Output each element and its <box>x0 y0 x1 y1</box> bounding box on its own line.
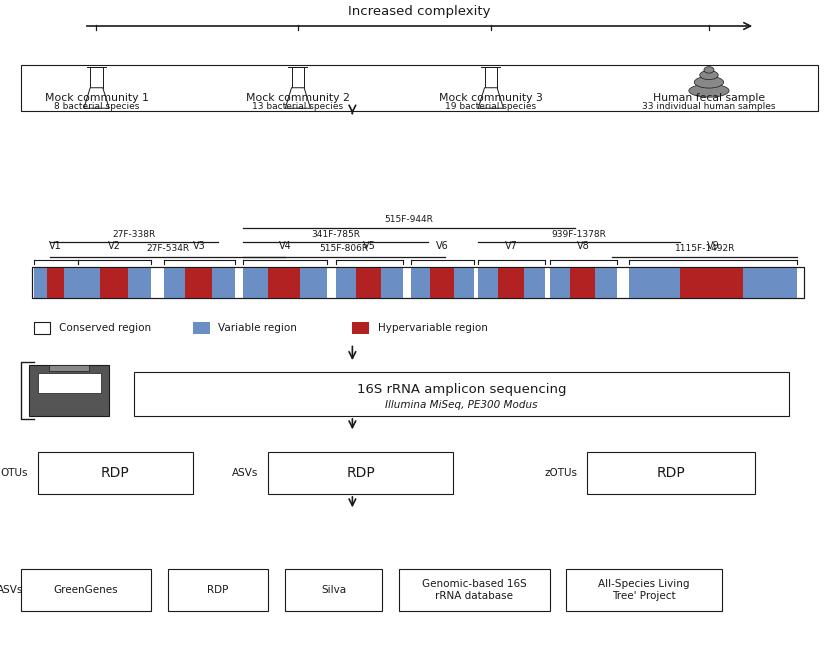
Text: RDP: RDP <box>347 466 375 480</box>
Bar <box>32 266 804 298</box>
Text: zOTUs: zOTUs <box>545 468 577 478</box>
Bar <box>524 266 545 298</box>
Bar <box>743 266 797 298</box>
Bar <box>680 266 743 298</box>
Polygon shape <box>485 67 497 88</box>
Text: Silva: Silva <box>321 585 346 595</box>
Text: Mock community 3: Mock community 3 <box>439 93 543 103</box>
Polygon shape <box>478 88 503 108</box>
Text: V7: V7 <box>505 241 519 251</box>
Text: V6: V6 <box>436 241 449 251</box>
Bar <box>498 266 524 298</box>
Text: All-Species Living
Tree' Project: All-Species Living Tree' Project <box>598 579 690 601</box>
Bar <box>478 266 498 298</box>
Text: 939F-1378R: 939F-1378R <box>551 229 607 239</box>
Text: RDP: RDP <box>101 466 130 480</box>
Bar <box>38 452 193 494</box>
Polygon shape <box>291 67 304 88</box>
Text: V4: V4 <box>279 241 292 251</box>
Bar <box>134 372 789 416</box>
Bar <box>268 266 300 298</box>
Bar <box>587 452 755 494</box>
Bar <box>128 266 151 298</box>
Bar <box>29 365 109 416</box>
Text: 19 bacterial species: 19 bacterial species <box>446 102 536 111</box>
Text: Mock community 2: Mock community 2 <box>246 93 350 103</box>
Polygon shape <box>84 88 109 108</box>
Text: V5: V5 <box>362 241 376 251</box>
Ellipse shape <box>700 71 718 80</box>
Text: 515F-806R: 515F-806R <box>320 244 368 253</box>
Text: ASVs: ASVs <box>0 585 23 595</box>
Bar <box>285 569 382 611</box>
Bar <box>352 322 369 334</box>
Bar <box>164 266 185 298</box>
Text: 16S rRNA amplicon sequencing: 16S rRNA amplicon sequencing <box>357 383 566 396</box>
Text: 341F-785R: 341F-785R <box>311 229 360 239</box>
Text: Variable region: Variable region <box>218 323 297 333</box>
Text: V2: V2 <box>108 241 121 251</box>
Bar <box>78 266 100 298</box>
Bar <box>268 452 453 494</box>
Text: Human fecal sample: Human fecal sample <box>653 93 765 103</box>
Bar <box>550 266 570 298</box>
Bar <box>212 266 235 298</box>
Bar <box>64 266 78 298</box>
Text: 13 bacterial species: 13 bacterial species <box>253 102 343 111</box>
Bar <box>570 266 595 298</box>
Text: 27F-534R: 27F-534R <box>146 244 190 253</box>
Text: Illumina MiSeq, PE300 Modus: Illumina MiSeq, PE300 Modus <box>385 400 538 410</box>
Bar <box>32 266 804 298</box>
Bar <box>47 266 64 298</box>
Ellipse shape <box>689 84 729 98</box>
Bar <box>411 266 430 298</box>
Text: GreenGenes: GreenGenes <box>54 585 118 595</box>
Text: 33 individual human samples: 33 individual human samples <box>642 102 776 111</box>
Text: Mock community 1: Mock community 1 <box>44 93 149 103</box>
Text: Hypervariable region: Hypervariable region <box>378 323 487 333</box>
Bar <box>454 266 474 298</box>
Bar <box>356 266 381 298</box>
Bar <box>38 373 101 393</box>
Text: 8 bacterial species: 8 bacterial species <box>54 102 139 111</box>
Bar <box>381 266 403 298</box>
Text: 515F-944R: 515F-944R <box>384 215 434 224</box>
Bar <box>100 266 128 298</box>
Bar <box>168 569 268 611</box>
Text: RDP: RDP <box>207 585 229 595</box>
Bar <box>399 569 550 611</box>
Polygon shape <box>285 88 310 108</box>
Bar <box>34 322 50 334</box>
Bar <box>193 322 210 334</box>
Text: 1115F-1492R: 1115F-1492R <box>675 244 735 253</box>
Text: V8: V8 <box>576 241 590 251</box>
Text: 27F-338R: 27F-338R <box>112 229 156 239</box>
Bar <box>50 365 89 371</box>
Text: V3: V3 <box>193 241 206 251</box>
Bar <box>629 266 680 298</box>
Ellipse shape <box>694 77 723 88</box>
Bar <box>595 266 617 298</box>
Text: ASVs: ASVs <box>232 468 258 478</box>
Text: OTUs: OTUs <box>0 468 28 478</box>
Text: V1: V1 <box>50 241 62 251</box>
Bar <box>336 266 356 298</box>
Bar <box>185 266 212 298</box>
Polygon shape <box>91 67 102 88</box>
Text: V9: V9 <box>706 241 720 251</box>
Bar <box>300 266 327 298</box>
Bar <box>21 569 151 611</box>
Text: Increased complexity: Increased complexity <box>348 5 491 18</box>
Bar <box>566 569 722 611</box>
Bar <box>34 266 47 298</box>
Text: Conserved region: Conserved region <box>59 323 151 333</box>
Text: Genomic-based 16S
rRNA database: Genomic-based 16S rRNA database <box>422 579 526 601</box>
Bar <box>243 266 268 298</box>
Ellipse shape <box>704 67 714 73</box>
Text: RDP: RDP <box>657 466 685 480</box>
Bar <box>21 65 818 110</box>
Bar <box>430 266 454 298</box>
